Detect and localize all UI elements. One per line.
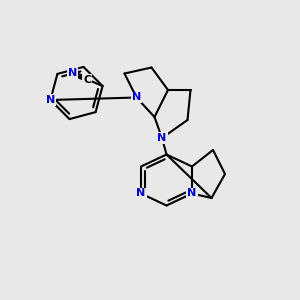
Text: N: N [158, 133, 166, 143]
Text: N: N [136, 188, 146, 199]
Text: N: N [188, 188, 196, 199]
Text: N: N [68, 68, 77, 78]
Text: N: N [132, 92, 141, 103]
Text: C: C [83, 74, 92, 85]
Text: N: N [46, 95, 55, 105]
